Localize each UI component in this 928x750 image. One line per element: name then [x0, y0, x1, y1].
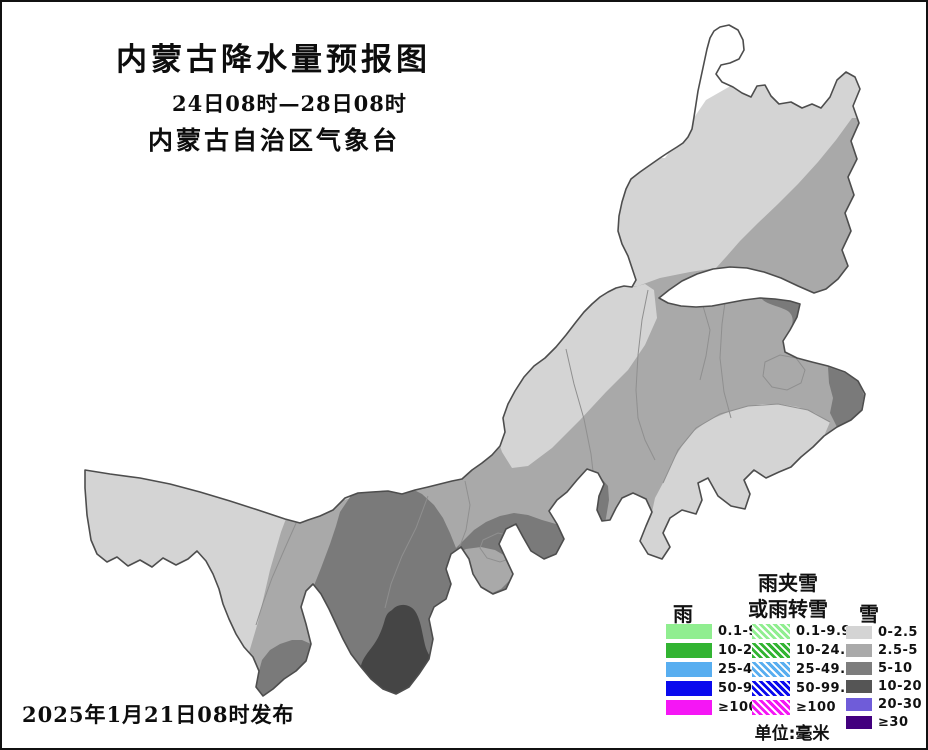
zone-snow-0-2.5-band	[500, 284, 657, 468]
legend-row: 50-99.9	[752, 681, 855, 696]
legend-label: 5-10	[878, 661, 913, 676]
legend-swatch	[666, 700, 712, 715]
zone-snow-5-10-east-b	[828, 367, 864, 427]
zone-snow-0-2.5-southeast	[640, 404, 830, 559]
league-boundary	[384, 495, 429, 609]
legend-column-sleet: 0.1-9.9 10-24.9 25-49.9 50-99.9 ≥100	[752, 624, 855, 719]
legend-swatch	[666, 662, 712, 677]
legend-label: 10-20	[878, 679, 923, 694]
legend-row: ≥100	[666, 700, 777, 715]
legend-header-rain: 雨	[673, 602, 693, 626]
legend-row: 25-49.9	[752, 662, 855, 677]
legend-row: 10-20	[846, 679, 923, 694]
legend-swatch	[846, 626, 872, 639]
legend-label: 20-30	[878, 697, 923, 712]
legend-label: 2.5-5	[878, 643, 918, 658]
legend-row: 0-2.5	[846, 625, 922, 640]
unit-label: 单位:毫米	[754, 724, 830, 744]
legend-row: 0.1-9.9	[752, 624, 855, 639]
league-boundary	[762, 354, 806, 391]
legend-label: 25-49.9	[796, 662, 856, 677]
legend-swatch-hatched	[752, 662, 790, 677]
legend-swatch	[846, 698, 872, 711]
legend-row: ≥100	[752, 700, 855, 715]
legend-row: 20-30	[846, 697, 923, 712]
legend-label: 10-24.9	[796, 643, 856, 658]
legend-row: 2.5-5	[846, 643, 922, 658]
legend-swatch	[666, 643, 712, 658]
legend-swatch-hatched	[752, 643, 790, 658]
legend-header-sleet: 雨夹雪 或雨转雪	[718, 570, 858, 622]
legend-swatch-hatched	[752, 700, 790, 715]
legend-header-snow: 雪	[859, 602, 879, 626]
legend-column-snow: 0-2.5 2.5-5 5-10 10-20 20-30 ≥30	[846, 625, 923, 734]
legend-label: 0.1-9.9	[796, 624, 851, 639]
league-boundary	[635, 289, 656, 461]
legend-label: 50-99.9	[796, 681, 856, 696]
league-boundary	[457, 480, 471, 552]
province-outline	[84, 24, 866, 697]
issue-time: 2025年1月21日08时发布	[22, 702, 295, 727]
league-boundary	[662, 403, 831, 484]
page-title: 内蒙古降水量预报图	[116, 42, 431, 78]
legend-label: ≥100	[718, 700, 759, 715]
legend-header-sleet-line1: 雨夹雪	[758, 571, 818, 595]
legend-swatch	[846, 716, 872, 729]
league-boundaries	[255, 267, 831, 626]
agency-name: 内蒙古自治区气象台	[148, 126, 401, 155]
zone-snow-5-10-spike	[256, 640, 311, 696]
legend-header-sleet-line2: 或雨转雪	[748, 597, 828, 621]
legend-row: 10-24.9	[752, 643, 855, 658]
legend-label: ≥100	[796, 700, 837, 715]
legend-swatch	[846, 680, 872, 693]
legend-row: ≥30	[846, 715, 922, 730]
forecast-period: 24日08时—28日08时	[172, 91, 407, 116]
legend-swatch	[666, 624, 712, 639]
league-boundary	[699, 305, 711, 381]
legend-swatch	[846, 662, 872, 675]
legend-swatch-hatched	[752, 624, 790, 639]
legend-swatch	[846, 644, 872, 657]
legend-label: ≥30	[878, 715, 909, 730]
legend-swatch-hatched	[752, 681, 790, 696]
legend-swatch	[666, 681, 712, 696]
legend-label: 0-2.5	[878, 625, 918, 640]
league-boundary	[255, 520, 298, 626]
legend-row: 5-10	[846, 661, 922, 676]
